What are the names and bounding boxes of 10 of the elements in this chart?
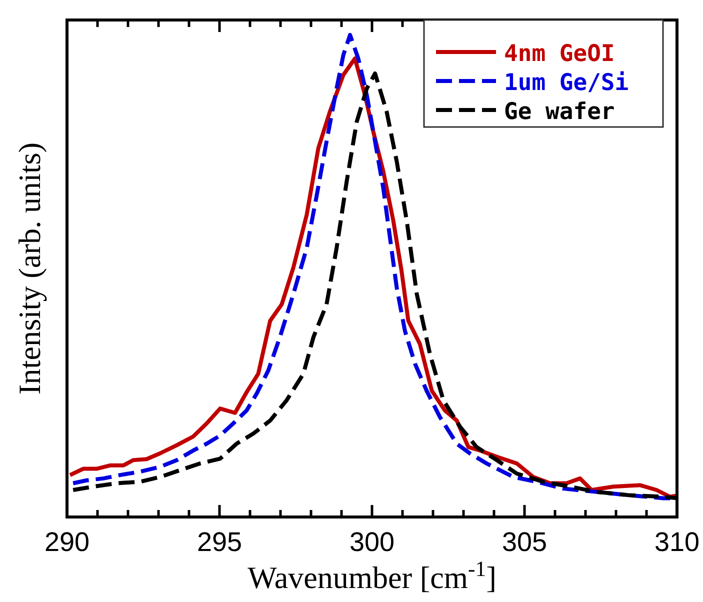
legend-label: 4nm GeOI [504, 41, 615, 67]
x-tick-label: 310 [654, 527, 700, 557]
x-tick-label: 290 [44, 527, 90, 557]
x-axis-title: Wavenumber [cm$^{-1}$] [248, 557, 496, 595]
x-tick-label: 305 [502, 527, 548, 557]
x-tick-label: 300 [349, 527, 395, 557]
y-axis-title: Intensity (arb. units) [12, 142, 47, 395]
legend-label: Ge wafer [504, 99, 615, 125]
legend-label: 1um Ge/Si [504, 70, 629, 96]
x-tick-label: 295 [196, 527, 242, 557]
